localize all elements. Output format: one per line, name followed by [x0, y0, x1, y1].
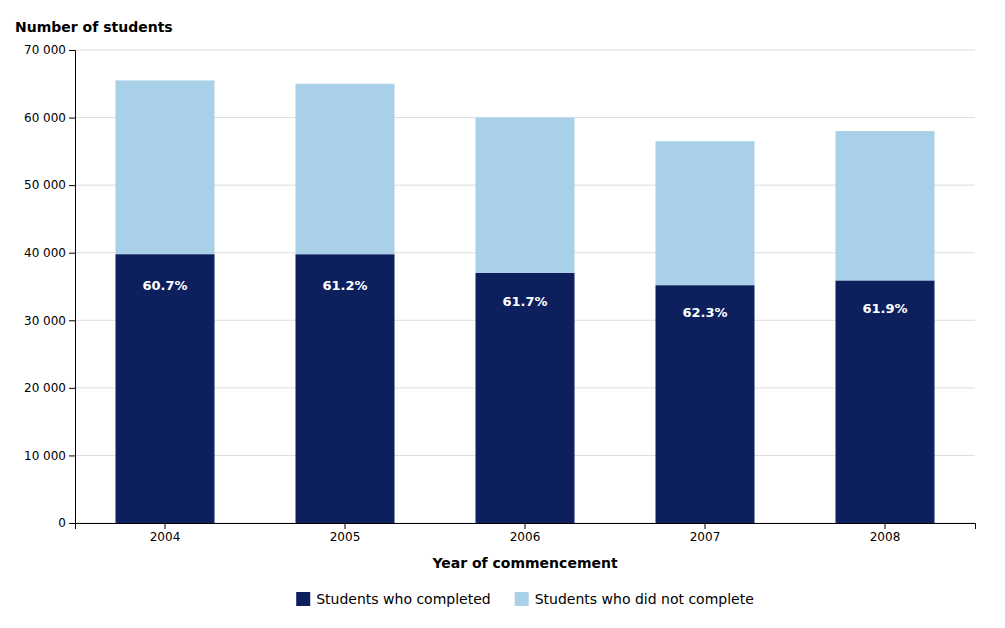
x-tick-label: 2006	[510, 530, 541, 544]
x-tick: 2005	[330, 523, 361, 544]
bar	[836, 280, 935, 523]
x-axis: 2004 2005 2006 2007 2008	[76, 523, 976, 544]
y-tick: 30 000	[24, 314, 75, 328]
x-axis-line	[76, 524, 976, 530]
x-tick: 2007	[690, 523, 721, 544]
x-tick-label: 2008	[870, 530, 901, 544]
bar	[476, 118, 575, 273]
y-tick: 20 000	[24, 381, 75, 395]
legend-label: Students who completed	[316, 591, 490, 607]
y-tick: 70 000	[24, 43, 75, 57]
annotation: 62.3%	[682, 305, 727, 320]
y-tick-mark	[69, 523, 75, 524]
y-tick-label: 40 000	[24, 246, 66, 260]
bar	[836, 131, 935, 280]
y-tick-label: 70 000	[24, 43, 66, 57]
y-tick-label: 20 000	[24, 381, 66, 395]
chart: 0 10 000 20 000 30 000 40 000 50 000 60 000 70 …	[0, 0, 1005, 628]
y-axis: 0 10 000 20 000 30 000 40 000 50 000 60 000 70 …	[24, 43, 76, 530]
grid	[75, 50, 975, 523]
y-tick-mark	[69, 253, 75, 254]
annotation: 61.7%	[502, 294, 547, 309]
x-tick-label: 2007	[690, 530, 721, 544]
y-tick-label: 60 000	[24, 111, 66, 125]
legend-swatch	[515, 592, 529, 606]
legend-swatch	[296, 592, 310, 606]
x-tick: 2008	[870, 523, 901, 544]
y-tick-mark	[69, 320, 75, 321]
x-tick-label: 2005	[330, 530, 361, 544]
grid-line	[75, 50, 975, 51]
y-tick-label: 0	[58, 516, 66, 530]
bar	[116, 80, 215, 254]
bar	[116, 254, 215, 523]
bar	[656, 141, 755, 285]
y-tick-label: 50 000	[24, 178, 66, 192]
legend: Students who completed Students who did n…	[296, 591, 754, 607]
y-tick-mark	[69, 185, 75, 186]
bar	[476, 273, 575, 523]
x-tick: 2006	[510, 523, 541, 544]
bar	[656, 285, 755, 523]
y-tick-mark	[69, 455, 75, 456]
y-tick-label: 30 000	[24, 314, 66, 328]
legend-item: Students who did not complete	[515, 591, 754, 607]
y-tick-mark	[69, 388, 75, 389]
bar	[296, 84, 395, 254]
annotation: 61.2%	[322, 278, 367, 293]
legend-item: Students who completed	[296, 591, 490, 607]
x-tick-mark	[705, 523, 706, 529]
y-tick: 50 000	[24, 178, 75, 192]
y-tick: 60 000	[24, 111, 75, 125]
y-axis-line	[69, 51, 76, 524]
x-tick-mark	[345, 523, 346, 529]
x-tick-mark	[885, 523, 886, 529]
x-tick-mark	[525, 523, 526, 529]
x-tick-mark	[165, 523, 166, 529]
x-tick: 2004	[150, 523, 181, 544]
y-axis-title: Number of students	[15, 19, 173, 35]
legend-label: Students who did not complete	[535, 591, 754, 607]
bar	[296, 254, 395, 523]
annotation: 61.9%	[862, 301, 907, 316]
y-tick-mark	[69, 50, 75, 51]
annotations: 60.7% 61.2% 61.7% 62.3% 61.9%	[142, 278, 907, 320]
y-tick-mark	[69, 118, 75, 119]
annotation: 60.7%	[142, 278, 187, 293]
y-tick: 0	[58, 516, 75, 530]
x-axis-title: Year of commencement	[431, 555, 618, 571]
x-tick-label: 2004	[150, 530, 181, 544]
bars	[116, 80, 935, 523]
y-tick: 10 000	[24, 449, 75, 463]
y-tick-label: 10 000	[24, 449, 66, 463]
y-tick: 40 000	[24, 246, 75, 260]
